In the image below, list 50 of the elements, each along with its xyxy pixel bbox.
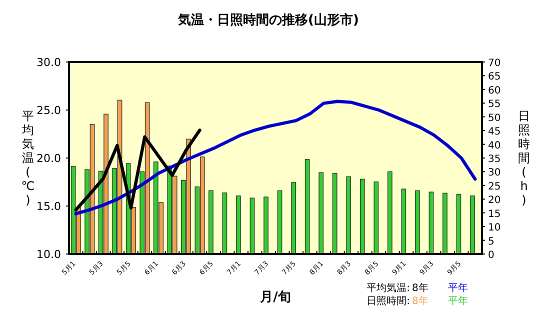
text: 8年 (412, 282, 428, 294)
text: 平年 (448, 282, 468, 294)
text: 8年 (412, 295, 428, 307)
bar (332, 173, 338, 254)
y2-tick-label: 35 (488, 154, 501, 165)
bar (291, 182, 296, 254)
y2-tick-label: 55 (488, 99, 501, 110)
text: 日照時間: (366, 295, 410, 307)
bar (388, 171, 392, 254)
y2-tick-label: 60 (488, 85, 501, 96)
bar (401, 188, 406, 254)
y2-tick-label: 20 (488, 195, 501, 206)
bar (277, 190, 282, 254)
text: 平年 (448, 295, 468, 307)
bar (374, 182, 379, 254)
bar (208, 190, 214, 254)
chart-title: 気温・日照時間の推移(山形市) (177, 12, 359, 28)
bar (428, 192, 434, 254)
bar (304, 159, 310, 254)
y-axis-title: 平均気温(℃) (21, 109, 35, 207)
y2-tick-label: 0 (488, 250, 494, 261)
bar (264, 196, 268, 254)
y-tick-label: 25.0 (36, 104, 61, 117)
x-axis-title: 月/旬 (259, 290, 291, 305)
y-tick-label: 30.0 (36, 56, 61, 69)
y-tick-label: 15.0 (36, 200, 61, 213)
y2-tick-label: 45 (488, 126, 501, 138)
y-tick-label: 10.0 (36, 248, 61, 261)
y2-tick-label: 50 (488, 112, 501, 124)
bar (360, 178, 365, 254)
y2-tick-label: 25 (488, 181, 501, 192)
bar (318, 172, 324, 254)
y2-tick-label: 40 (488, 140, 501, 152)
bar (236, 196, 241, 254)
y2-tick-label: 15 (488, 208, 501, 220)
y2-tick-label: 10 (488, 222, 501, 234)
y2-tick-label: 30 (488, 168, 501, 179)
bar (346, 176, 352, 254)
bar (442, 192, 448, 254)
bar (222, 192, 228, 254)
bar (250, 198, 255, 254)
y-tick-label: 20.0 (36, 152, 61, 165)
y2-tick-label: 5 (488, 236, 494, 248)
text: 平均気温: (366, 282, 410, 294)
bar (415, 190, 420, 254)
bar (456, 194, 462, 254)
y2-axis-title: 日照時間(h) (518, 109, 530, 207)
bar (470, 196, 475, 254)
y2-tick-label: 70 (488, 58, 501, 69)
y2-tick-label: 65 (488, 72, 501, 83)
